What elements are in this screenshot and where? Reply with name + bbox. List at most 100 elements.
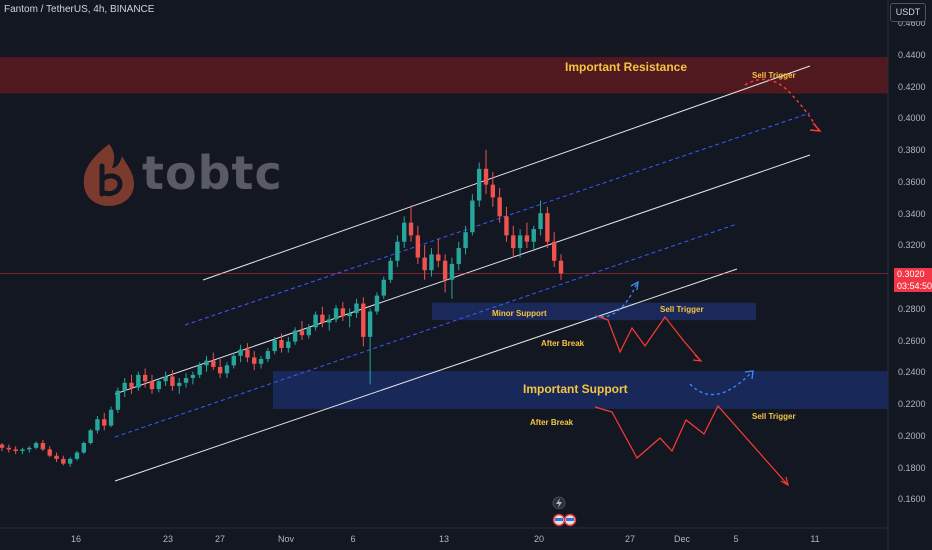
candle-body [313, 314, 318, 328]
candle-body [211, 360, 216, 367]
price-tick-label: 0.2200 [898, 399, 926, 409]
b-flame-icon [83, 144, 134, 206]
candle-body [545, 213, 550, 242]
after-break-label-1: After Break [541, 339, 585, 348]
candle-body [517, 235, 523, 249]
candle-body [238, 349, 243, 356]
candle-body [470, 200, 475, 233]
arrow-head-minor-down [692, 354, 703, 362]
break-projection-minor [596, 315, 701, 361]
candle-body [81, 443, 87, 453]
candle-body [476, 168, 482, 201]
candle-body [136, 374, 141, 388]
price-tick-label: 0.3800 [898, 145, 926, 155]
time-tick-label: 16 [71, 534, 81, 544]
candle-body [47, 449, 52, 456]
price-tick-label: 0.4200 [898, 82, 926, 92]
sell-projection-top [744, 78, 819, 131]
logo-wordmark: tobtc [142, 146, 283, 200]
arrow-head-minor [630, 280, 639, 291]
candle-body [6, 447, 12, 450]
event-flag-stripe [566, 518, 574, 521]
candle-body [272, 340, 277, 352]
candle-body [463, 232, 468, 249]
candle-body [333, 308, 339, 320]
time-tick-label: 13 [439, 534, 449, 544]
candle-body [306, 327, 311, 336]
candle-body [408, 222, 414, 236]
channel-mid-line [114, 154, 811, 395]
candle-body [88, 430, 93, 444]
candle-body [347, 313, 352, 317]
time-tick-label: Nov [278, 534, 295, 544]
important-support-label: Important Support [523, 382, 628, 396]
candle-body [142, 374, 148, 382]
candle-body [395, 241, 400, 261]
break-projection-major [594, 404, 788, 485]
currency-button[interactable]: USDT [890, 3, 926, 22]
time-tick-label: 20 [534, 534, 544, 544]
resistance-zone [0, 57, 888, 94]
candle-body [511, 235, 516, 249]
candle-body [61, 458, 66, 464]
candle-body [429, 254, 434, 271]
price-tick-label: 0.4000 [898, 113, 926, 123]
candle-body [108, 409, 114, 426]
candle-body [320, 314, 325, 323]
candle-body [129, 382, 134, 388]
candle-body [74, 452, 80, 459]
minor-support-zone [432, 302, 756, 321]
candle-body [224, 365, 230, 374]
candle-body [340, 308, 346, 317]
candle-body [54, 455, 59, 459]
candle-body [558, 260, 564, 274]
time-tick-label: 27 [215, 534, 225, 544]
candle-body [67, 458, 73, 464]
price-tick-label: 0.2400 [898, 367, 926, 377]
candle-body [149, 381, 155, 390]
candle-body [449, 263, 455, 280]
symbol-title: Fantom / TetherUS, 4h, BINANCE [4, 4, 155, 15]
event-flag-stripe [555, 518, 563, 521]
price-tick-label: 0.3400 [898, 209, 926, 219]
bounce-projection-major [689, 371, 753, 396]
candle-body [197, 365, 202, 375]
candle-body [163, 376, 168, 382]
arrow-head-major [744, 370, 754, 380]
price-tick-label: 0.4400 [898, 50, 926, 60]
candle-body [156, 381, 161, 390]
candle-body [354, 303, 359, 314]
candle-body [204, 360, 209, 366]
candle-body [524, 235, 530, 242]
candle-body [115, 390, 121, 410]
candle-body [436, 254, 441, 261]
candle-body [299, 330, 305, 336]
candle-body [20, 449, 25, 451]
candle-body [504, 216, 509, 236]
candle-body [490, 184, 496, 198]
arrow-head-major-down [780, 476, 789, 487]
channel-upper-dash [184, 112, 811, 326]
price-tick-label: 0.2600 [898, 336, 926, 346]
candle-body [252, 357, 257, 364]
candle-body [245, 349, 250, 358]
time-tick-label: 5 [733, 534, 738, 544]
candle-body [122, 382, 127, 391]
candle-body [258, 359, 264, 364]
candle-body [497, 197, 502, 217]
time-tick-label: 27 [625, 534, 635, 544]
candle-body [367, 311, 373, 337]
candle-body [217, 366, 223, 374]
watermark-logo: tobtc [78, 142, 282, 212]
candle-body [538, 213, 543, 230]
minor-support-label: Minor Support [492, 309, 547, 318]
candle-body [402, 222, 407, 242]
candle-body [361, 303, 366, 337]
channel-top-line [202, 65, 811, 281]
candle-body [95, 419, 100, 431]
candle-body [190, 374, 196, 379]
candle-body [265, 351, 271, 360]
candle-body [177, 382, 182, 386]
time-tick-label: 11 [810, 534, 819, 544]
